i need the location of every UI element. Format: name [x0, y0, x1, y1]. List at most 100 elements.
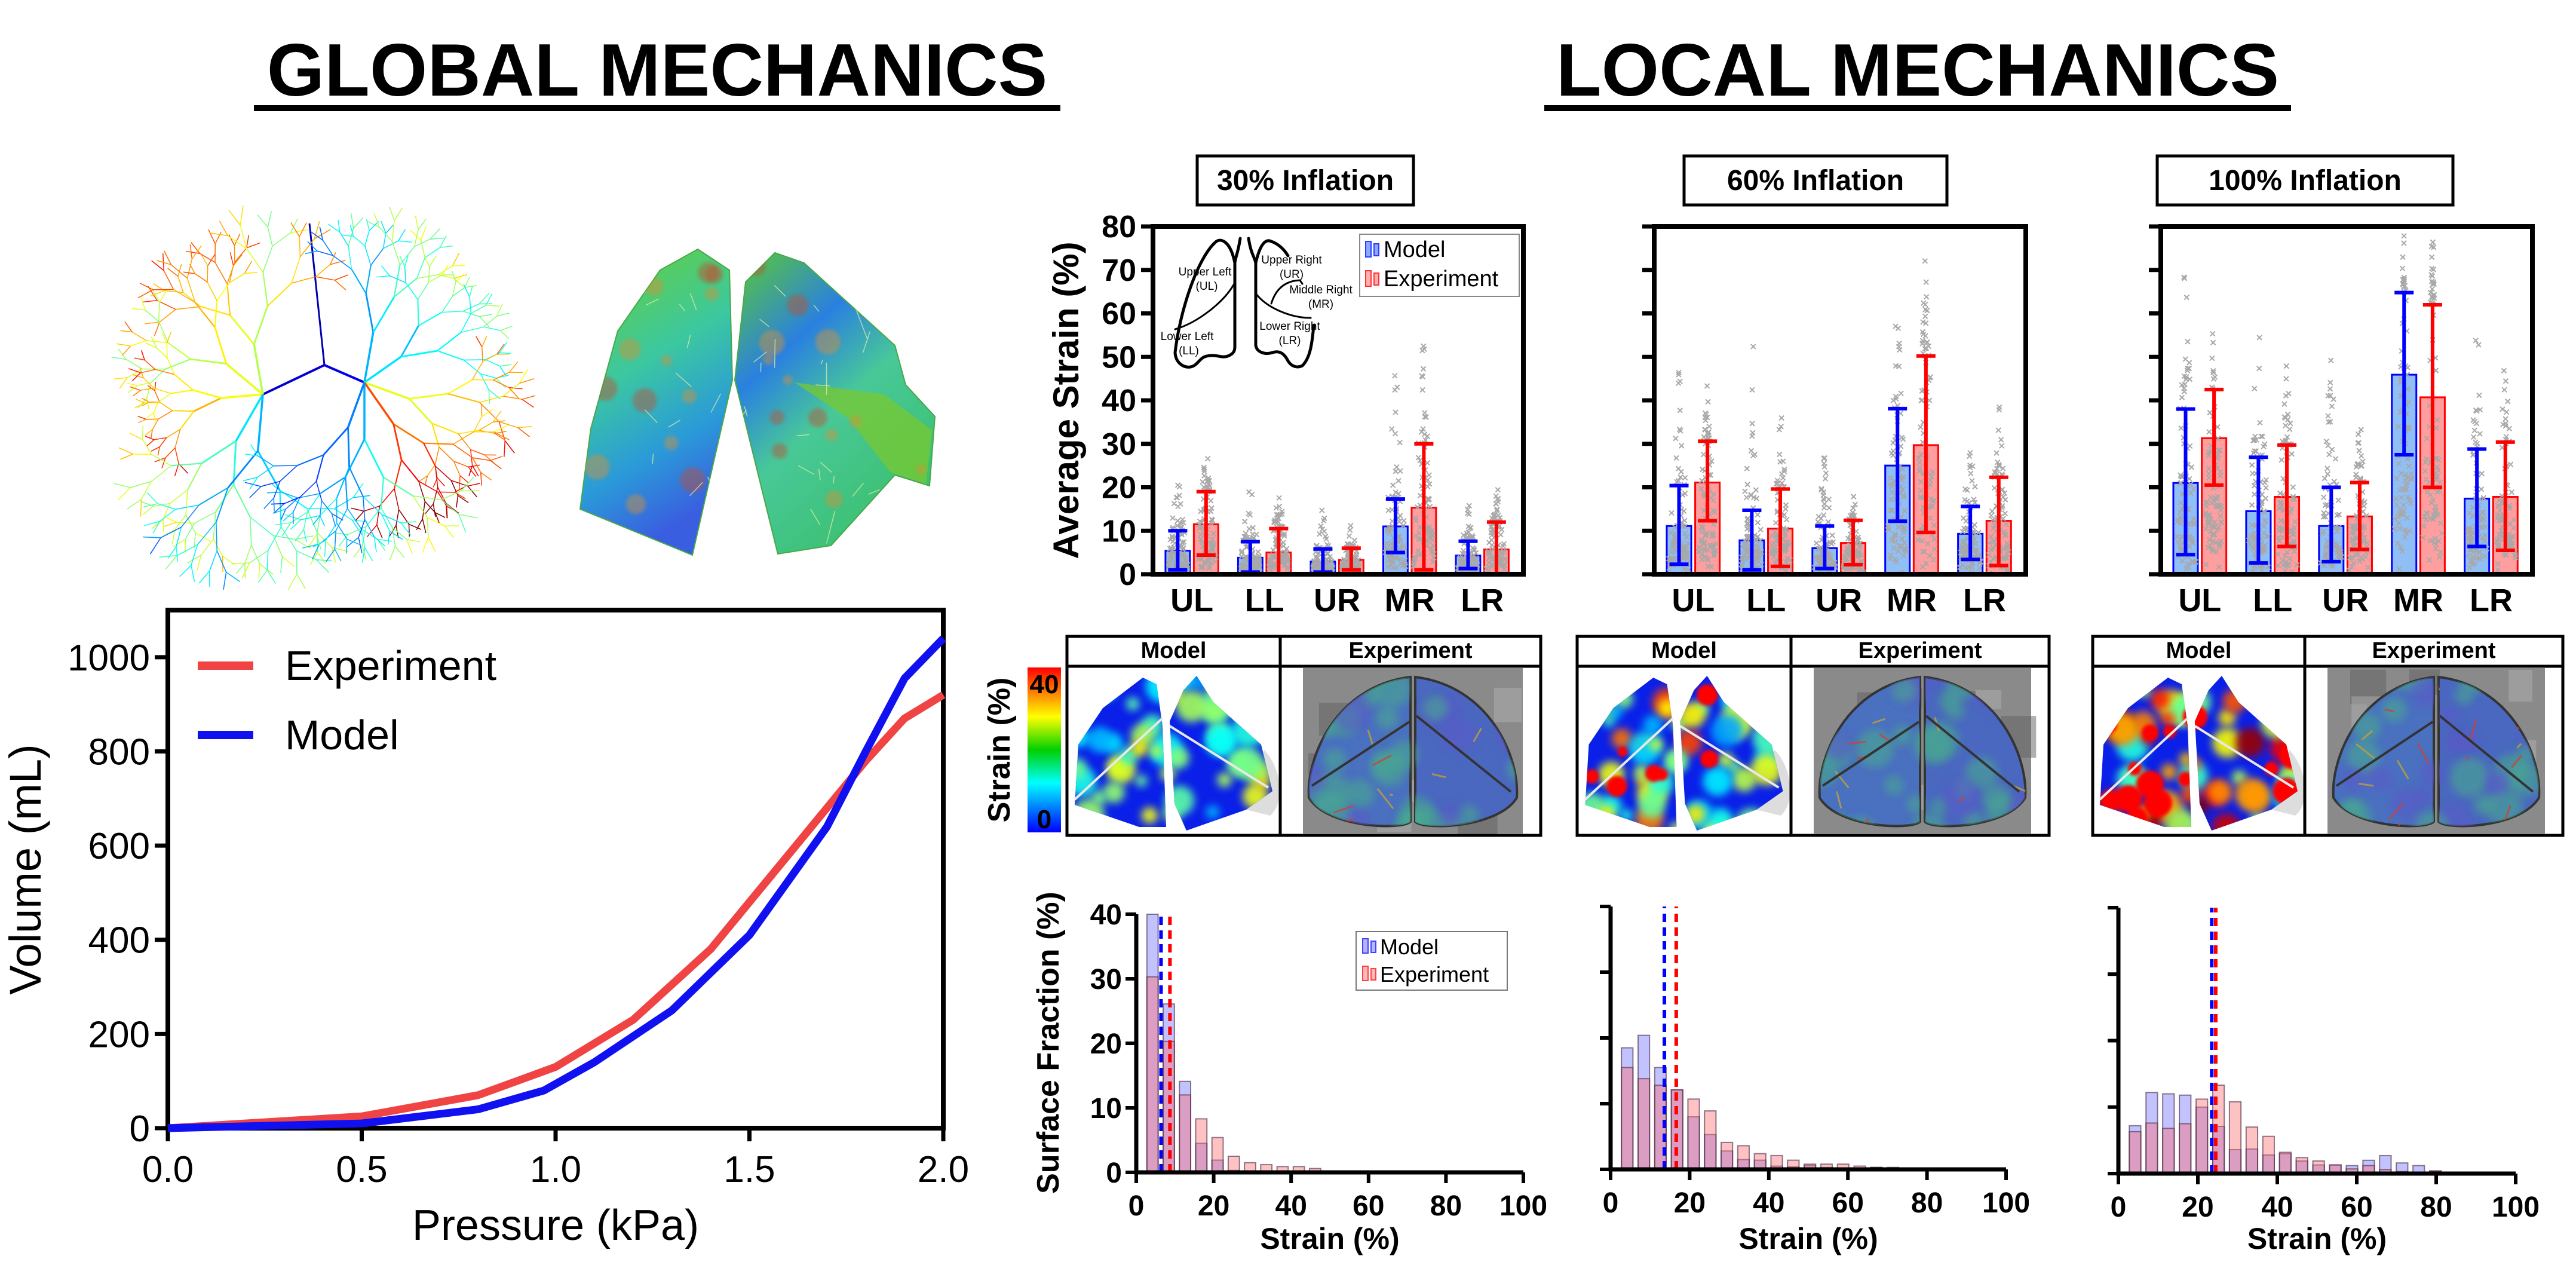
airway-branch: [279, 490, 282, 527]
airway-branch: [482, 409, 493, 417]
photo-texture: [1494, 688, 1522, 722]
y-tick-label: 0: [1106, 1157, 1122, 1189]
scatter-point: [1924, 339, 1930, 345]
airway-branch: [349, 224, 354, 237]
scatter-point: [2428, 243, 2434, 250]
scatter-point: [1197, 518, 1203, 525]
legend-swatch-experiment: [1365, 270, 1372, 287]
scatter-point: [2500, 406, 2506, 412]
scatter-point: [2467, 547, 2473, 553]
scatter-point: [1758, 550, 1764, 556]
hist-bar-experiment: [2195, 1098, 2209, 1175]
airway-branch: [355, 510, 364, 522]
scatter-point: [1696, 549, 1703, 555]
airway-branch: [234, 247, 247, 263]
scatter-point: [2246, 537, 2252, 544]
scatter-point: [1902, 540, 1908, 546]
scatter-point: [1925, 343, 1931, 350]
airway-branch: [499, 330, 510, 339]
airway-branch: [167, 268, 179, 277]
airway-branch: [118, 348, 127, 360]
scatter-point: [1413, 517, 1419, 524]
scatter-point: [1994, 465, 2000, 471]
scatter-point: [1183, 558, 1190, 564]
scatter-point: [2424, 489, 2430, 495]
scatter-point: [1709, 458, 1715, 464]
scatter-point: [1416, 552, 1422, 558]
scatter-point: [2209, 500, 2215, 506]
scatter-point: [2175, 539, 2181, 545]
airway-branch: [437, 350, 464, 361]
airway-branch: [353, 235, 366, 247]
scatter-point: [1758, 526, 1764, 533]
airway-branch: [416, 258, 425, 279]
scatter-point: [1922, 345, 1928, 352]
airway-branch: [229, 265, 234, 283]
model-strain-blotches: [1075, 676, 1272, 831]
scatter-point: [1771, 547, 1777, 553]
local-title-text: LOCAL MECHANICS: [1556, 29, 2279, 112]
scatter-point: [1315, 550, 1322, 556]
airway-branch: [373, 537, 377, 553]
high-strain-blotch: [1697, 684, 1718, 706]
scatter-point: [1424, 433, 1430, 439]
scatter-point: [2430, 239, 2436, 245]
scatter-point: [2481, 538, 2488, 544]
error-bar-experiment: [1196, 489, 1216, 557]
airway-branch: [127, 368, 143, 378]
embedded-airway: [645, 298, 659, 306]
scatter-point: [1890, 440, 1896, 446]
strain-blotch: [1204, 724, 1237, 756]
embedded-airway: [818, 468, 821, 480]
scatter-point: [1180, 546, 1186, 553]
scatter-point: [2277, 490, 2283, 497]
airway-branch: [130, 481, 152, 488]
strain-patch: [1939, 690, 1959, 711]
strain-patch: [1856, 729, 1894, 768]
airway-branch: [186, 259, 193, 278]
left-main-bronchus: [262, 364, 325, 396]
scatter-point: [2216, 524, 2222, 531]
embedded-airway: [869, 293, 875, 322]
airway-branch: [174, 514, 186, 530]
scatter-point: [1459, 550, 1465, 556]
scatter-point: [1897, 543, 1903, 550]
scatter-point: [2350, 543, 2357, 549]
high-strain-blotch: [2100, 791, 2119, 810]
scatter-point: [2433, 507, 2439, 514]
strain-blotch: [2222, 689, 2247, 713]
scatter-point: [2364, 540, 2370, 546]
scatter-point: [1748, 448, 1755, 454]
error-bar-model: [1458, 539, 1478, 571]
scatter-point: [2179, 506, 2185, 513]
strain-patch: [1826, 733, 1854, 760]
scatter-point: [1744, 534, 1750, 540]
airway-branch: [351, 507, 364, 512]
airway-branch: [435, 466, 438, 488]
plot-frame: [165, 608, 946, 1131]
airway-branch: [418, 480, 438, 493]
embedded-airway: [862, 331, 871, 353]
airway-branch: [147, 385, 155, 391]
airway-branch: [156, 347, 168, 359]
airway-branch: [430, 237, 444, 240]
scatter-point: [2356, 558, 2363, 565]
scatter-point: [2215, 465, 2221, 471]
chart-title: 30% Inflation: [1217, 165, 1394, 197]
embedded-airway: [710, 393, 722, 413]
scatter-point: [2423, 510, 2429, 516]
scatter-point: [1319, 507, 1325, 513]
scatter-point: [2482, 523, 2489, 530]
scatter-point: [1931, 546, 1938, 552]
scatter-point: [1680, 508, 1687, 514]
scatter-point: [2265, 564, 2271, 570]
strain-spot: [593, 376, 618, 401]
strain-patch: [2485, 770, 2510, 795]
airway-branch: [342, 234, 354, 237]
scatter-point: [1175, 503, 1181, 510]
airway-branch: [428, 274, 443, 283]
strain-blotch: [1728, 676, 1750, 688]
hist-bar-experiment: [2129, 1131, 2142, 1174]
strain-blotch: [1602, 715, 1615, 727]
scatter-point: [1498, 526, 1505, 533]
